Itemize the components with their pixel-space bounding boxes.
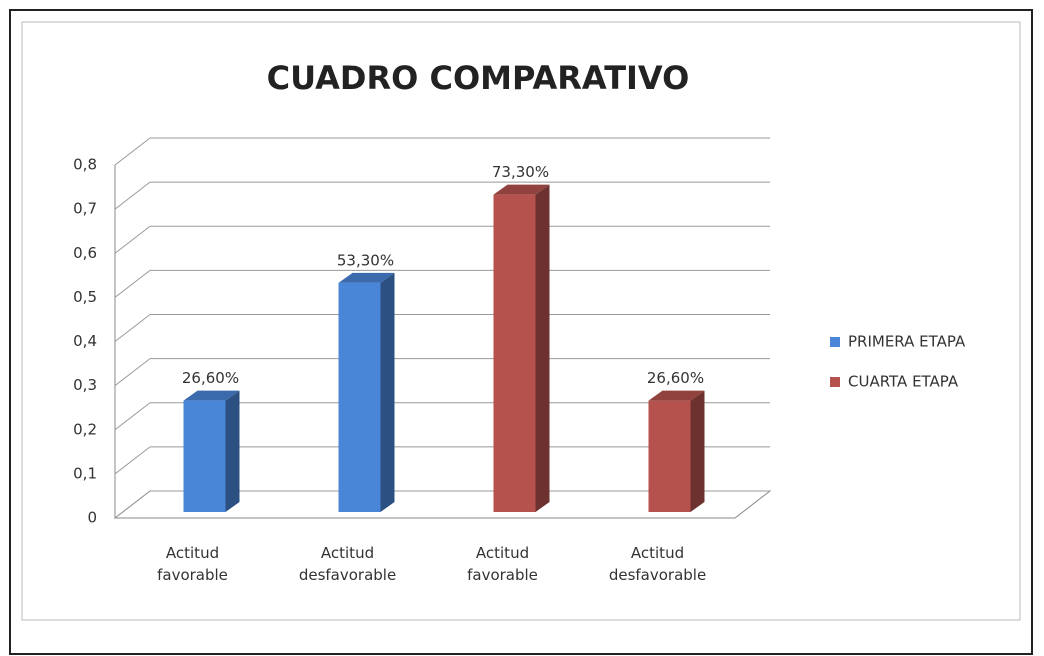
value-label: 26,60% [647,369,704,387]
y-tick-label: 0,6 [73,244,97,262]
grid-line-side [114,181,151,210]
x-tick-label: Actitud favorable [467,544,538,584]
x-tick-label: Actitud desfavorable [608,544,707,584]
value-label: 73,30% [492,163,549,181]
bar-top [183,390,240,401]
grid-line-side [114,446,151,475]
bar-side [535,184,550,512]
bar [493,184,550,512]
outer-frame [9,9,1033,655]
bar-front [648,400,691,512]
bar-side [690,390,705,512]
bar-side [380,272,395,512]
grid-line-side [114,225,151,254]
y-tick-label: 0,5 [73,288,97,306]
value-label: 26,60% [182,369,239,387]
bar-top [338,272,395,283]
grid-line-side [114,137,151,166]
y-tick-label: 0,1 [73,464,97,482]
y-tick-label: 0,8 [73,156,97,174]
y-tick-label: 0,7 [73,200,97,218]
y-tick-label: 0,2 [73,420,97,438]
legend-swatch [830,377,840,387]
bar [183,390,240,512]
chart-title: CUADRO COMPARATIVO [267,59,690,97]
bar-top [493,184,550,195]
grid-line-side [114,269,151,298]
legend-swatch [830,337,840,347]
bar-front [493,194,536,512]
x-tick-label: Actitud desfavorable [298,544,397,584]
grid-line-side [114,402,151,431]
chart-area [21,21,1021,621]
grid-line-side [114,490,151,519]
grid-line-side [114,314,151,342]
bar-front [183,400,226,512]
y-tick-label: 0,3 [73,376,97,394]
bar-side [225,390,240,512]
bar-top [648,390,705,401]
bar [648,390,705,512]
grid-line-side [114,358,151,387]
legend-label: PRIMERA ETAPA [848,333,966,351]
y-tick-label: 0,4 [73,332,97,350]
value-label: 53,30% [337,251,394,269]
bar [338,272,395,512]
x-tick-label: Actitud favorable [157,544,228,584]
bar-front [338,282,381,512]
y-tick-label: 0 [87,509,97,527]
legend-label: CUARTA ETAPA [848,373,959,391]
